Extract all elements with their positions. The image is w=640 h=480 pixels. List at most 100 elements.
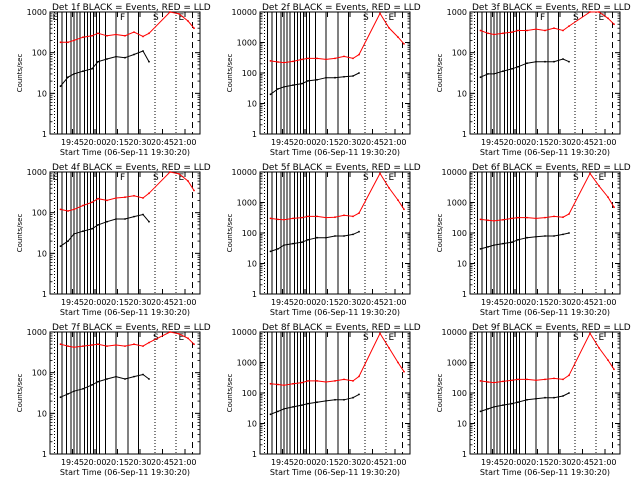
lld-data-point [148, 341, 150, 344]
lld-data-point [535, 379, 537, 382]
events-data-point [148, 60, 150, 63]
x-tick-label: 19:45 [481, 458, 504, 467]
events-data-point [544, 235, 546, 237]
events-data-point [535, 60, 537, 63]
events-data-point [343, 235, 345, 237]
lld-data-point [269, 382, 272, 385]
lld-data-point [607, 196, 609, 199]
events-data-point [106, 220, 108, 223]
lld-data-point [493, 381, 495, 384]
events-data-point [562, 233, 564, 236]
lld-data-point [169, 171, 171, 173]
events-data-point [292, 242, 294, 245]
lld-data-point [589, 172, 591, 175]
events-data-point [535, 397, 537, 400]
x-tick-label: 20:30 [338, 138, 361, 147]
y-tick-label: 100 [452, 49, 467, 58]
events-data-point [148, 378, 150, 380]
chart-title: Det 6f BLACK = Events, RED = LLD [472, 163, 631, 173]
x-tick-label: 21:00 [593, 298, 616, 307]
lld-series-line [270, 12, 405, 64]
segment-label: F [540, 13, 545, 23]
events-data-point [479, 248, 482, 250]
events-data-point [283, 86, 285, 88]
lld-data-point [178, 333, 180, 335]
lld-data-point [397, 361, 399, 364]
y-tick-label: 1 [42, 130, 47, 139]
lld-data-point [73, 208, 75, 211]
lld-data-point [343, 55, 345, 58]
lld-data-point [91, 34, 93, 37]
lld-data-point [316, 57, 318, 60]
chart-title: Det 4f BLACK = Events, RED = LLD [52, 163, 211, 173]
y-tick-label: 1 [462, 130, 467, 139]
events-data-point [73, 390, 75, 393]
x-tick-label: 20:00 [293, 298, 316, 307]
events-data-point [487, 73, 489, 75]
lld-data-point [292, 60, 294, 63]
events-data-point [568, 392, 570, 394]
lld-data-point [487, 32, 489, 35]
events-data-point [307, 402, 309, 405]
y-tick-label: 100 [32, 209, 47, 218]
x-tick-label: 20:45 [361, 458, 384, 467]
events-data-point [479, 76, 482, 79]
events-series-line [270, 72, 360, 95]
lld-data-point [388, 27, 390, 29]
events-series-line [60, 50, 150, 87]
segment-label: E [179, 13, 185, 23]
events-data-point [502, 404, 504, 406]
lld-data-point [358, 375, 360, 378]
segment-label: S [573, 173, 579, 183]
plot-frame [49, 171, 201, 295]
segment-label: E [389, 13, 395, 23]
x-tick-label: 20:30 [128, 298, 151, 307]
events-data-point [59, 245, 62, 248]
events-data-point [97, 380, 99, 383]
y-tick-label: 1000 [447, 359, 467, 368]
events-data-point [133, 215, 135, 218]
x-tick-label: 19:45 [61, 298, 84, 307]
lld-data-point [148, 32, 150, 35]
lld-data-point [493, 220, 495, 222]
lld-data-point [568, 213, 570, 215]
events-data-point [511, 67, 513, 70]
lld-data-point [568, 25, 570, 27]
y-tick-label: 1000 [447, 199, 467, 208]
events-data-point [73, 73, 75, 75]
x-tick-label: 20:45 [571, 298, 594, 307]
y-axis-label: Counts/sec [226, 214, 234, 253]
lld-data-point [511, 217, 513, 220]
events-data-point [301, 404, 303, 406]
events-data-point [553, 396, 555, 399]
y-tick-label: 10000 [442, 328, 467, 337]
events-data-point [517, 238, 519, 241]
lld-data-point [307, 380, 309, 382]
y-tick-label: 10 [247, 420, 257, 429]
lld-series-line [270, 172, 405, 221]
events-data-point [67, 76, 69, 79]
x-axis-label: Start Time (06-Sep-11 19:30:20) [480, 468, 610, 477]
events-data-point [544, 60, 546, 63]
lld-data-point [97, 32, 99, 35]
y-tick-label: 1 [252, 130, 257, 139]
y-tick-label: 10 [247, 100, 257, 109]
lld-series-line [480, 172, 615, 222]
events-data-point [97, 60, 99, 63]
events-data-point [82, 387, 84, 390]
lld-data-point [502, 32, 504, 35]
events-data-point [487, 246, 489, 248]
lld-data-point [517, 216, 519, 219]
y-tick-label: 10 [457, 420, 467, 429]
events-data-point [133, 53, 135, 56]
x-axis-label: Start Time (06-Sep-11 19:30:20) [60, 308, 190, 317]
lld-data-point [598, 11, 600, 13]
lld-data-point [517, 378, 519, 381]
lld-data-point [479, 218, 482, 221]
events-data-point [59, 85, 62, 88]
x-tick-label: 21:00 [593, 458, 616, 467]
events-data-point [316, 401, 318, 404]
events-data-point [307, 80, 309, 82]
lld-data-point [106, 199, 108, 202]
